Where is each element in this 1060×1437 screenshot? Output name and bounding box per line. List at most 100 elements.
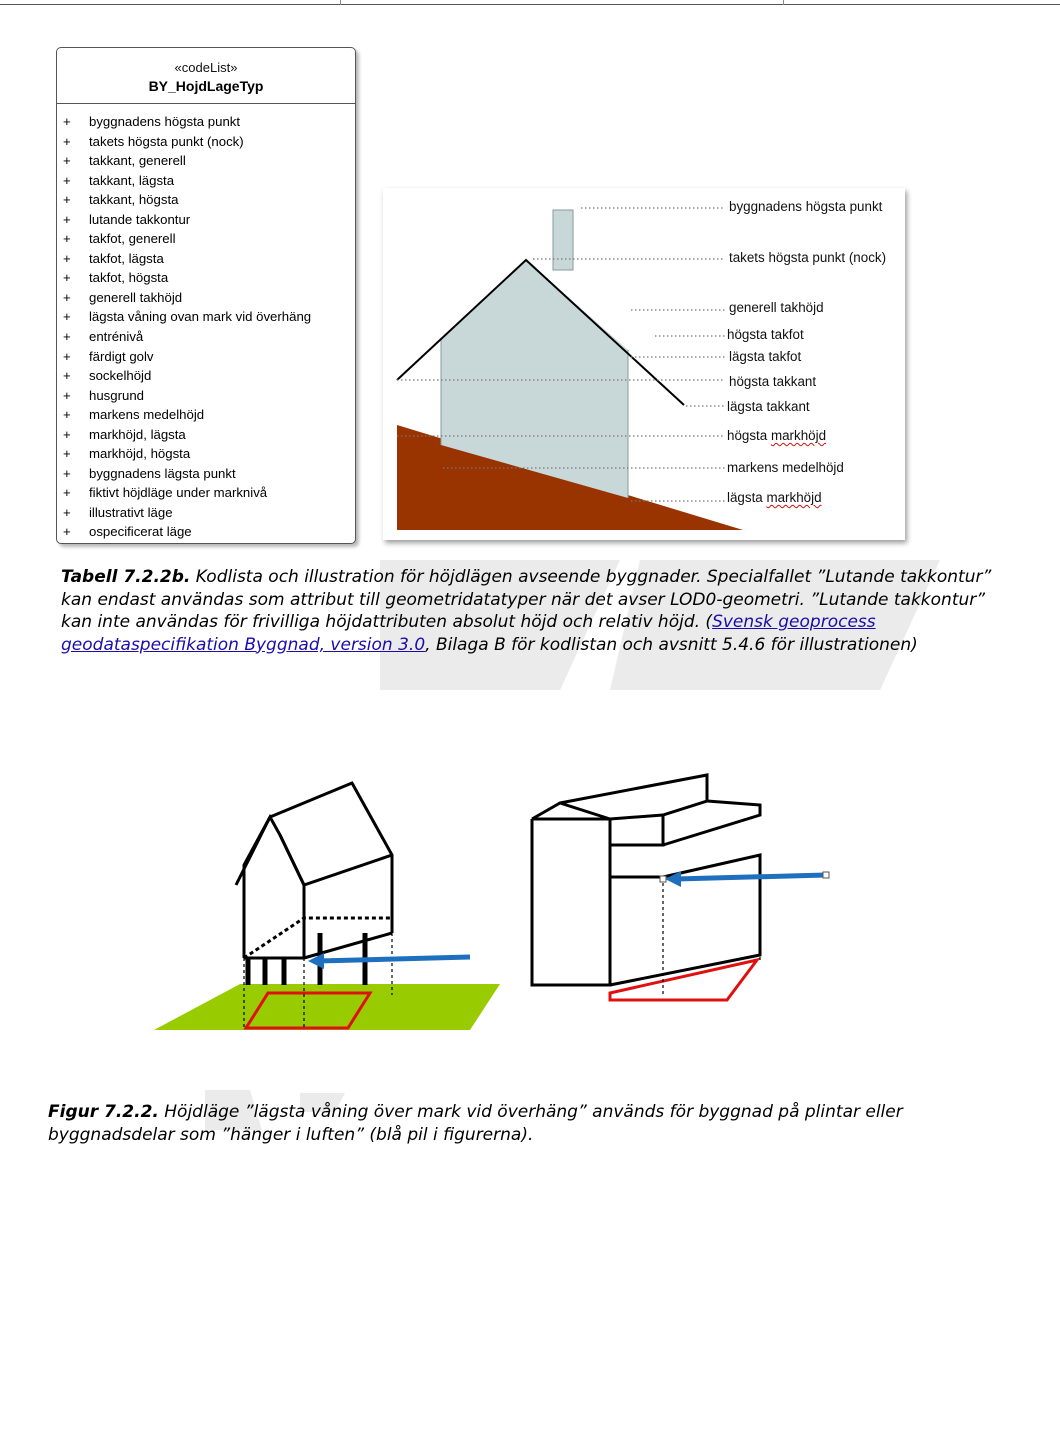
- codelist-item-label: takkant, högsta: [89, 192, 179, 208]
- label-general-roof-height: generell takhöjd: [729, 300, 824, 315]
- codelist-item: + lägsta våning ovan mark vid överhäng: [57, 307, 355, 327]
- table-caption: Tabell 7.2.2b. Kodlista och illustration…: [61, 566, 1011, 656]
- plus-marker: +: [63, 426, 71, 442]
- codelist-item-label: sockelhöjd: [89, 368, 152, 384]
- codelist-item: + generell takhöjd: [57, 288, 355, 308]
- codelist-item: + sockelhöjd: [57, 366, 355, 386]
- table-caption-label: Tabell 7.2.2b.: [61, 567, 191, 587]
- plus-marker: +: [63, 329, 71, 345]
- plus-marker: +: [63, 289, 71, 305]
- footprint-outline-right: [608, 957, 761, 1002]
- codelist-items: + byggnadens högsta punkt + takets högsta p…: [57, 104, 355, 542]
- codelist-item-label: lutande takkontur: [89, 211, 191, 227]
- table-caption-tail: , Bilaga B för kodlistan och avsnitt 5.4…: [425, 634, 918, 655]
- plus-marker: +: [63, 504, 71, 520]
- chimney: [552, 209, 574, 271]
- codelist-item: + takkant, högsta: [57, 190, 355, 210]
- label-highest-roof-edge: högsta takkant: [729, 374, 817, 389]
- label-mean-ground: markens medelhöjd: [727, 460, 844, 475]
- plus-marker: +: [63, 368, 71, 384]
- codelist-box: «codeList» BY_HojdLageTyp + byggnadens hö…: [56, 47, 356, 544]
- leader-lines: [397, 207, 725, 502]
- codelist-item-label: ospecificerat läge: [89, 524, 192, 540]
- plus-marker: +: [63, 387, 71, 403]
- codelist-item-label: takkant, lägsta: [89, 172, 175, 188]
- codelist-stereotype: «codeList»: [174, 60, 238, 75]
- plus-marker: +: [63, 153, 71, 169]
- plus-marker: +: [63, 485, 71, 501]
- figure-caption-text: Höjdläge ”lägsta våning över mark vid öv…: [48, 1102, 903, 1145]
- plus-marker: +: [63, 172, 71, 188]
- overhang-figure: [154, 773, 830, 1030]
- header-tick: [340, 0, 341, 5]
- codelist-item-label: byggnadens högsta punkt: [89, 114, 241, 129]
- label-roof-ridge: takets högsta punkt (nock): [729, 250, 887, 265]
- header-tick: [783, 0, 784, 5]
- codelist-header: «codeList» BY_HojdLageTyp: [57, 48, 355, 104]
- codelist-item-label: byggnadens lägsta punkt: [89, 465, 236, 481]
- codelist-item-label: fiktivt höjdläge under marknivå: [89, 485, 268, 501]
- codelist-item: + husgrund: [57, 386, 355, 406]
- plus-marker: +: [63, 309, 71, 325]
- plus-marker: +: [63, 465, 71, 481]
- plus-marker: +: [63, 446, 71, 462]
- codelist-item-label: markens medelhöjd: [89, 407, 205, 423]
- codelist-item: + byggnadens högsta punkt: [57, 112, 355, 132]
- plus-marker: +: [63, 192, 71, 208]
- ground-plane: [154, 984, 500, 1030]
- stilt-house-drawing: [154, 781, 500, 1030]
- label-building-top: byggnadens högsta punkt: [729, 199, 883, 214]
- codelist-item-label: illustrativt läge: [89, 504, 173, 520]
- figure-caption: Figur 7.2.2. Höjdläge ”lägsta våning öve…: [48, 1101, 1018, 1146]
- codelist-item: + takkant, lägsta: [57, 171, 355, 191]
- codelist-item-label: färdigt golv: [89, 348, 154, 364]
- codelist-item-label: entrénivå: [89, 329, 144, 345]
- codelist-item: + takfot, generell: [57, 229, 355, 249]
- codelist-item: + takkant, generell: [57, 151, 355, 171]
- figure-caption-label: Figur 7.2.2.: [48, 1102, 159, 1122]
- codelist-item: + färdigt golv: [57, 347, 355, 367]
- plus-marker: +: [63, 407, 71, 423]
- codelist-item-label: husgrund: [89, 387, 144, 403]
- footprint-outline: [243, 991, 373, 1030]
- codelist-item: + illustrativt läge: [57, 503, 355, 523]
- codelist-item: + fiktivt höjdläge under marknivå: [57, 483, 355, 503]
- codelist-item-label: takkant, generell: [89, 153, 186, 169]
- plus-marker: +: [63, 524, 71, 540]
- label-highest-eave: högsta takfot: [727, 327, 804, 342]
- header-rule: [0, 4, 1060, 5]
- label-lowest-roof-edge: lägsta takkant: [727, 399, 810, 414]
- codelist-item: + takfot, lägsta: [57, 249, 355, 269]
- codelist-item: + markens medelhöjd: [57, 405, 355, 425]
- plus-marker: +: [63, 114, 71, 129]
- label-highest-ground: högsta markhöjd: [727, 428, 827, 443]
- label-lowest-ground: lägsta markhöjd: [727, 490, 822, 505]
- codelist-item-label: lägsta våning ovan mark vid överhäng: [89, 309, 312, 325]
- overhang-building-drawing: [530, 773, 830, 1002]
- plus-marker: +: [63, 211, 71, 227]
- codelist-item: + markhöjd, lägsta: [57, 425, 355, 445]
- house-wall: [441, 260, 628, 498]
- geodata-spec-link[interactable]: Svensk geoprocess geodataspecifikation B…: [61, 612, 876, 655]
- plus-marker: +: [63, 270, 71, 286]
- codelist-item-label: takfot, generell: [89, 231, 176, 247]
- table-caption-text: Kodlista och illustration för höjdlägen …: [61, 567, 992, 632]
- codelist-item: + byggnadens lägsta punkt: [57, 464, 355, 484]
- codelist-item-label: takfot, högsta: [89, 270, 169, 286]
- codelist-item: + lutande takkontur: [57, 210, 355, 230]
- codelist-name: BY_HojdLageTyp: [148, 78, 264, 94]
- codelist-item: + takfot, högsta: [57, 268, 355, 288]
- codelist-item: + takets högsta punkt (nock): [57, 132, 355, 152]
- plus-marker: +: [63, 250, 71, 266]
- height-illustration: byggnadens högsta punkt takets högsta pu…: [383, 188, 905, 540]
- plus-marker: +: [63, 231, 71, 247]
- codelist-item: + markhöjd, högsta: [57, 444, 355, 464]
- plus-marker: +: [63, 133, 71, 149]
- house-drawing: [396, 207, 743, 530]
- codelist-item-label: takfot, lägsta: [89, 250, 164, 266]
- label-lowest-eave: lägsta takfot: [729, 349, 802, 364]
- codelist-item-label: generell takhöjd: [89, 289, 183, 305]
- codelist-item-label: takets högsta punkt (nock): [89, 133, 244, 149]
- plus-marker: +: [63, 348, 71, 364]
- codelist-item-label: markhöjd, högsta: [89, 446, 191, 462]
